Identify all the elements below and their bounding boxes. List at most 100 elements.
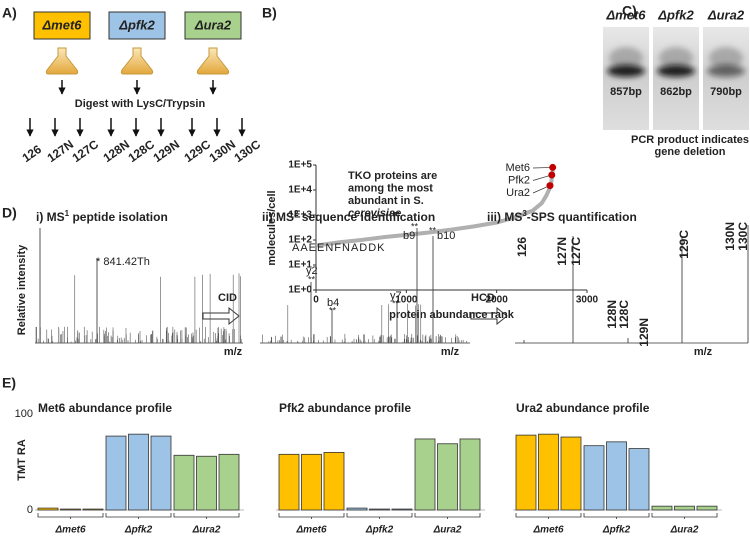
y-axis-label: Relative intensity <box>16 244 28 335</box>
y-tick-label: 0 <box>27 504 33 516</box>
bar <box>459 438 481 511</box>
band-size: 790bp <box>710 86 742 98</box>
lane-name: Δpfk2 <box>657 7 694 22</box>
flask <box>196 47 230 75</box>
ion-mark: ** <box>308 274 316 284</box>
strain-name: Δmet6 <box>41 17 82 32</box>
gel-band <box>607 65 645 77</box>
gel-band <box>707 65 745 77</box>
chart-title: Met6 abundance profile <box>38 401 172 415</box>
group-bracket <box>515 513 582 519</box>
precursor-label: * 841.42Th <box>96 256 150 268</box>
cid-arrow <box>202 306 240 326</box>
spectrum-title: ii) MS2 sequence identification <box>262 209 435 225</box>
group-bracket <box>105 513 172 519</box>
group-label: Δpfk2 <box>602 525 631 536</box>
highlight-point <box>548 171 556 179</box>
spectrum-title: iii) MS3-SPS quantification <box>487 209 637 225</box>
gel-smear <box>609 47 643 69</box>
strain-box <box>184 11 242 40</box>
y-axis-label: molecules/cell <box>266 190 278 265</box>
bar <box>437 443 458 511</box>
band-size: 862bp <box>660 86 692 98</box>
ion-mark: ** <box>329 305 337 315</box>
panel-label: D) <box>2 205 17 221</box>
chart-title: Ura2 abundance profile <box>516 401 650 415</box>
flask <box>45 47 79 75</box>
title-part: sequence identification <box>298 210 435 224</box>
title-superscript: 2 <box>294 209 299 218</box>
group-label: Δmet6 <box>295 525 326 536</box>
bar <box>651 505 673 511</box>
bar <box>60 508 81 511</box>
flasks <box>45 47 230 75</box>
flask <box>120 47 154 75</box>
strain-name: Δpfk2 <box>118 17 155 32</box>
group-label: Δmet6 <box>54 525 85 536</box>
x-tick-label: 0 <box>313 295 319 306</box>
group-bracket <box>651 513 718 519</box>
fragmentation: HCD <box>471 292 495 304</box>
chart-title: Pfk2 abundance profile <box>279 401 411 415</box>
bar <box>82 508 104 511</box>
annotation: TKO proteins are <box>348 170 437 182</box>
reporter-ion: 130N <box>723 222 737 251</box>
bar <box>105 435 127 511</box>
bar <box>278 453 300 511</box>
tmt-tag: 126 <box>20 142 45 165</box>
x-tick-label: 3000 <box>576 295 599 306</box>
reporter-ion: 126 <box>515 237 529 257</box>
panel-label: C) <box>622 3 637 19</box>
bar <box>674 505 695 511</box>
tmt-tag: 129N <box>151 137 183 165</box>
strain-box <box>108 11 166 40</box>
gel-lane <box>653 27 699 130</box>
bar <box>414 438 436 511</box>
y-tick-label: 1E+2 <box>288 235 312 246</box>
ion-label: b10 <box>437 230 455 242</box>
panel-label: A) <box>2 5 17 21</box>
x-tick-label: 2000 <box>486 295 509 306</box>
y-tick-label: 1E+5 <box>288 160 312 171</box>
group-label: Δpfk2 <box>124 525 153 536</box>
y-tick-label: 1E+0 <box>288 285 312 296</box>
bar <box>538 433 559 511</box>
bar <box>628 448 650 511</box>
bar <box>583 445 605 511</box>
group-label: Δura2 <box>192 525 221 536</box>
reporter-ion: 130C <box>736 222 750 251</box>
panel-label: E) <box>2 375 16 391</box>
strain-name: Δura2 <box>194 17 232 32</box>
gel-caption: PCR product indicates <box>631 134 749 146</box>
ion-label: b9 <box>403 230 415 242</box>
title-superscript: 1 <box>65 209 70 218</box>
highlight-point <box>546 182 554 190</box>
gel-band <box>657 65 695 77</box>
highlight-label: Met6 <box>506 162 530 174</box>
gel-smear <box>659 47 693 69</box>
reporter-ion: 129C <box>677 230 691 259</box>
title-part: peptide isolation <box>69 210 168 224</box>
bar <box>606 441 627 511</box>
tmt-tag: 130N <box>207 137 239 165</box>
gel-smear <box>709 47 743 69</box>
highlight-label: Ura2 <box>506 187 530 199</box>
group-label: Δpfk2 <box>365 525 394 536</box>
hcd-arrow <box>470 306 508 326</box>
tmt-tag: 130C <box>232 137 264 165</box>
bar <box>218 453 240 511</box>
ion-label: y7 <box>390 290 402 302</box>
bar <box>323 451 345 511</box>
y-tick-label: 1E+3 <box>288 210 312 221</box>
annotation: among the most <box>348 182 433 194</box>
process-arrows <box>202 306 508 326</box>
bar <box>128 433 149 511</box>
x-tick-label: 1000 <box>395 295 418 306</box>
y-axis-label: TMT RA <box>16 439 28 481</box>
fragmentation: CID <box>218 292 237 304</box>
annotation: abundant in S. <box>348 195 424 207</box>
group-bracket <box>173 513 240 519</box>
annotation: cerevisiae <box>348 207 401 219</box>
bar <box>301 453 322 511</box>
panel-label: B) <box>262 5 277 21</box>
